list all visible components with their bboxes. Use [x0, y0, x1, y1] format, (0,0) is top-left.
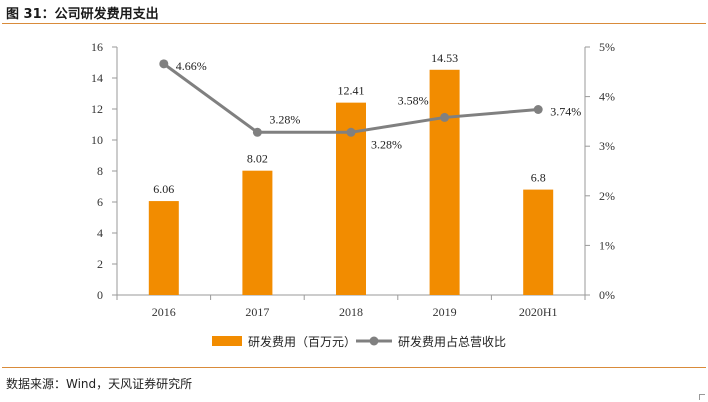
combo-chart: 0 2 4 6 8 10 12 14 16 0% 1% 2% 3% 4% 5% 2016 2017 2018 201… — [91, 40, 615, 349]
left-axis-tick-label: 16 — [91, 40, 103, 54]
source-divider — [2, 367, 706, 368]
right-axis-tick-label: 4% — [599, 90, 615, 104]
legend-line-label: 研发费用占总营收比 — [398, 334, 506, 349]
left-axis-tick-label: 8 — [97, 164, 103, 178]
source-note: 数据来源：Wind，天风证券研究所 — [6, 377, 193, 391]
line-value-label: 3.58% — [398, 93, 429, 107]
ratio-point — [533, 104, 543, 114]
bar-value-label: 12.41 — [338, 84, 365, 98]
left-axis-tick-label: 10 — [91, 133, 103, 147]
line-value-label: 4.66% — [176, 59, 207, 73]
right-axis-tick-label: 5% — [599, 40, 615, 54]
figure-title: 图 31：公司研发费用支出 — [6, 7, 159, 22]
legend-bar-label: 研发费用（百万元） — [248, 334, 356, 349]
bar-series — [148, 69, 554, 296]
bar-value-label: 14.53 — [431, 51, 458, 65]
chart-axes: 0 2 4 6 8 10 12 14 16 0% 1% 2% 3% 4% 5% 2016 2017 2018 201… — [91, 40, 615, 319]
legend-line-marker — [369, 336, 379, 346]
data-labels: 6.06 8.02 12.41 14.53 6.8 4.66% 3.28% 3.28% 3.58… — [153, 51, 581, 196]
left-axis-tick-label: 2 — [97, 257, 103, 271]
left-axis-tick-label: 4 — [97, 226, 103, 240]
line-value-label: 3.28% — [371, 137, 402, 151]
right-axis-tick-label: 0% — [599, 288, 615, 302]
bar-value-label: 6.8 — [531, 171, 546, 185]
line-value-label: 3.74% — [550, 104, 581, 118]
x-axis-category-label: 2020H1 — [519, 305, 558, 319]
bar — [148, 201, 179, 295]
bar — [523, 189, 554, 295]
bar — [429, 69, 460, 295]
right-axis-tick-label: 2% — [599, 189, 615, 203]
bar-value-label: 6.06 — [153, 182, 174, 196]
left-axis-tick-label: 6 — [97, 195, 103, 209]
left-axis-tick-label: 14 — [91, 71, 103, 85]
ratio-point — [346, 127, 356, 137]
x-axis-category-label: 2017 — [245, 305, 269, 319]
left-axis-tick-label: 0 — [97, 288, 103, 302]
line-series — [159, 59, 543, 137]
line-value-label: 3.28% — [269, 112, 300, 126]
right-axis-tick-label: 3% — [599, 139, 615, 153]
left-axis-tick-label: 12 — [91, 102, 103, 116]
legend-bar-swatch — [212, 336, 242, 346]
x-axis-category-label: 2016 — [152, 305, 176, 319]
x-axis-category-label: 2019 — [433, 305, 457, 319]
ratio-point — [252, 127, 262, 137]
x-axis-category-label: 2018 — [339, 305, 363, 319]
bar-value-label: 8.02 — [247, 152, 268, 166]
corner-mark — [699, 394, 705, 400]
ratio-point — [440, 112, 450, 122]
chart-legend: 研发费用（百万元） 研发费用占总营收比 — [212, 334, 506, 349]
ratio-point — [159, 59, 169, 69]
right-axis-tick-label: 1% — [599, 238, 615, 252]
title-divider — [2, 23, 706, 24]
bar — [242, 170, 273, 295]
